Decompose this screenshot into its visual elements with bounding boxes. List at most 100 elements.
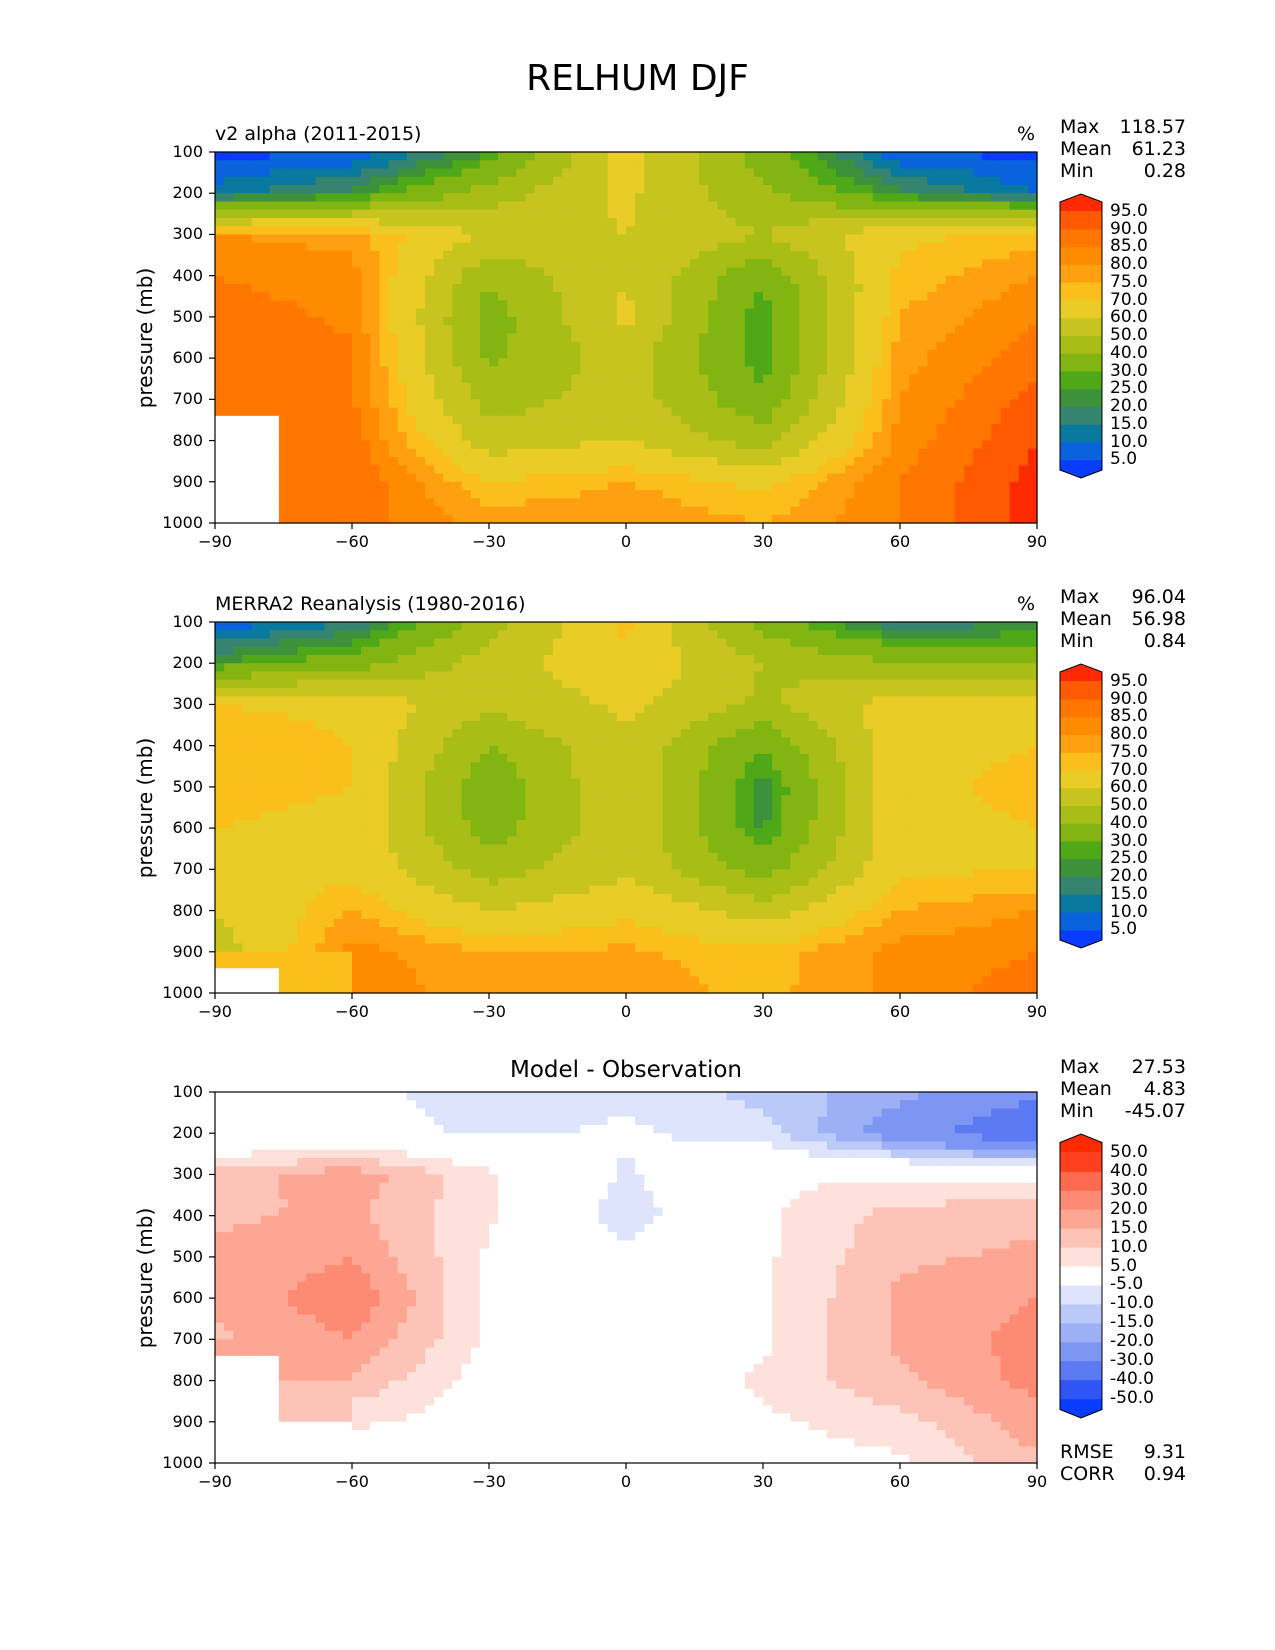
heatmap-cell xyxy=(1018,316,1029,326)
heatmap-cell xyxy=(233,481,243,491)
heatmap-cell xyxy=(680,234,691,244)
heatmap-cell xyxy=(790,358,801,367)
heatmap-cell xyxy=(982,300,992,310)
heatmap-cell xyxy=(753,654,764,664)
heatmap-cell xyxy=(415,448,426,458)
heatmap-cell xyxy=(534,630,545,640)
heatmap-cell xyxy=(872,473,883,483)
heatmap-cell xyxy=(726,663,737,673)
heatmap-cell xyxy=(945,226,956,236)
heatmap-cell xyxy=(215,415,225,425)
heatmap-cell xyxy=(224,498,234,508)
heatmap-cell xyxy=(288,341,298,351)
heatmap-cell xyxy=(233,217,243,227)
heatmap-cell xyxy=(680,341,691,351)
heatmap-cell xyxy=(215,382,225,392)
heatmap-cell xyxy=(653,622,664,631)
heatmap-cell xyxy=(342,382,353,392)
heatmap-cell xyxy=(470,234,481,244)
heatmap-cell xyxy=(872,325,883,334)
heatmap-cell xyxy=(443,654,454,664)
heatmap-cell xyxy=(352,457,362,466)
heatmap-cell xyxy=(525,440,536,450)
heatmap-cell xyxy=(927,308,938,318)
heatmap-cell xyxy=(927,358,938,367)
heatmap-cell xyxy=(461,168,472,178)
heatmap-cell xyxy=(297,399,307,409)
heatmap-cell xyxy=(845,399,855,409)
heatmap-cell xyxy=(215,465,225,475)
heatmap-cell xyxy=(689,622,700,631)
heatmap-cell xyxy=(927,275,938,285)
heatmap-cell xyxy=(836,679,846,689)
heatmap-cell xyxy=(735,250,746,260)
heatmap-cell xyxy=(799,292,810,301)
heatmap-cell xyxy=(671,341,682,351)
heatmap-cell xyxy=(963,465,974,475)
heatmap-cell xyxy=(1018,432,1029,442)
heatmap-cell xyxy=(406,432,417,442)
heatmap-cell xyxy=(689,448,700,458)
heatmap-cell xyxy=(324,300,335,310)
heatmap-cell xyxy=(525,292,536,301)
heatmap-cell xyxy=(260,358,271,367)
heatmap-cell xyxy=(443,250,454,260)
heatmap-cell xyxy=(260,283,271,293)
heatmap-cell xyxy=(224,671,234,681)
heatmap-cell xyxy=(507,514,517,524)
heatmap-cell xyxy=(890,638,901,648)
colorbar-band xyxy=(1060,407,1102,426)
heatmap-cell xyxy=(927,366,938,376)
heatmap-cell xyxy=(479,325,490,334)
heatmap-cell xyxy=(689,250,700,260)
heatmap-cell xyxy=(799,259,810,269)
heatmap-cell xyxy=(260,316,271,326)
heatmap-cell xyxy=(1027,209,1038,219)
heatmap-cell xyxy=(763,259,773,269)
heatmap-cell xyxy=(1018,671,1029,681)
heatmap-cell xyxy=(918,622,928,631)
heatmap-cell xyxy=(361,622,371,631)
heatmap-cell xyxy=(434,663,444,673)
heatmap-cell xyxy=(278,325,289,334)
heatmap-cell xyxy=(489,201,499,211)
heatmap-cell xyxy=(379,457,390,466)
heatmap-cell xyxy=(662,424,673,433)
heatmap-cell xyxy=(699,333,709,343)
heatmap-cell xyxy=(278,193,289,203)
heatmap-cell xyxy=(534,275,545,285)
heatmap-cell xyxy=(406,481,417,491)
heatmap-cell xyxy=(635,349,645,359)
heatmap-cell xyxy=(324,448,335,458)
heatmap-cell xyxy=(1027,654,1038,664)
heatmap-cell xyxy=(589,308,600,318)
heatmap-cell xyxy=(845,184,855,194)
heatmap-cell xyxy=(845,514,855,524)
heatmap-cell xyxy=(552,275,563,285)
heatmap-cell xyxy=(918,424,928,433)
heatmap-cell xyxy=(808,325,819,334)
heatmap-cell xyxy=(470,374,481,384)
heatmap-cell xyxy=(744,168,755,178)
heatmap-cell xyxy=(324,424,335,433)
heatmap-cell xyxy=(443,325,454,334)
heatmap-cell xyxy=(991,250,1002,260)
heatmap-cell xyxy=(717,349,728,359)
heatmap-cell xyxy=(744,663,755,673)
heatmap-cell xyxy=(753,638,764,648)
heatmap-cell xyxy=(552,234,563,244)
heatmap-cell xyxy=(799,440,810,450)
heatmap-cell xyxy=(516,176,527,186)
heatmap-cell xyxy=(854,424,865,433)
heatmap-cell xyxy=(580,160,591,170)
heatmap-cell xyxy=(753,391,764,400)
heatmap-cell xyxy=(260,275,271,285)
heatmap-cell xyxy=(260,374,271,384)
heatmap-cell xyxy=(900,622,910,631)
heatmap-cell xyxy=(342,448,353,458)
heatmap-cell xyxy=(324,490,335,499)
heatmap-cell xyxy=(452,152,463,161)
heatmap-cell xyxy=(461,250,472,260)
heatmap-cell xyxy=(872,184,883,194)
heatmap-cell xyxy=(361,358,371,367)
